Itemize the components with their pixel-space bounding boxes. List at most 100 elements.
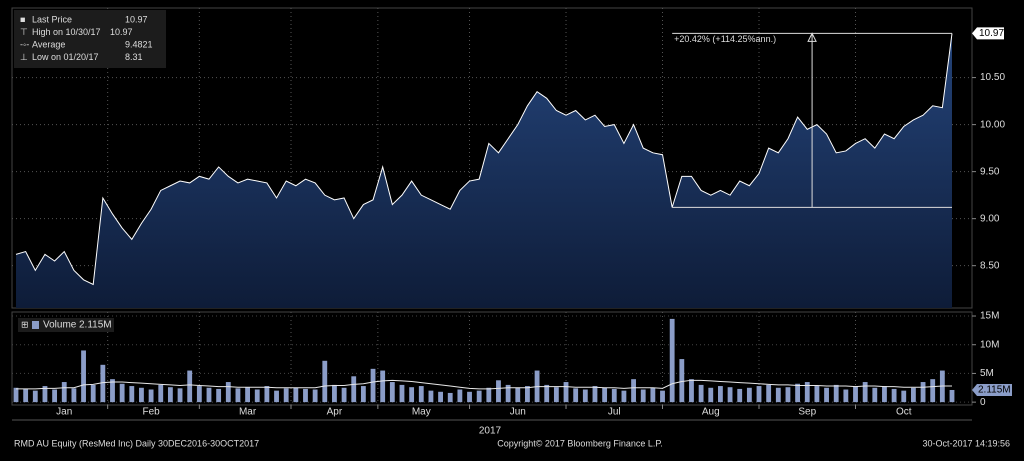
volume-legend-name: Volume xyxy=(43,320,77,331)
legend-icon: ⊞ xyxy=(21,319,29,329)
volume-bar xyxy=(650,387,656,403)
volume-bar xyxy=(746,387,752,403)
year-label: 2017 xyxy=(479,426,502,437)
volume-bar xyxy=(71,388,77,403)
y-tick-label: 9.50 xyxy=(980,166,1000,177)
legend-icon: ⊤ xyxy=(20,27,28,37)
volume-bar xyxy=(882,386,887,403)
volume-bar xyxy=(582,389,588,403)
legend-icon: ⊥ xyxy=(20,52,28,62)
volume-bar xyxy=(225,382,231,403)
volume-bar xyxy=(235,388,241,403)
volume-bar xyxy=(737,388,743,403)
volume-bar xyxy=(245,387,250,403)
legend-name: High on 10/30/17 xyxy=(32,27,101,37)
volume-legend-box xyxy=(18,318,114,332)
volume-bar xyxy=(370,368,376,403)
x-tick-label: Jun xyxy=(510,407,526,418)
volume-bar xyxy=(525,386,530,403)
volume-bar xyxy=(573,388,579,403)
volume-bar xyxy=(196,386,202,403)
volume-bar xyxy=(631,379,636,403)
legend: ■ Last Price 10.97 ⊤ High on 10/30/17 10.97 -◦… xyxy=(20,14,153,62)
volume-bar xyxy=(698,384,704,403)
volume-bar xyxy=(13,387,19,403)
volume-bar xyxy=(90,384,96,403)
volume-bar xyxy=(669,318,675,403)
x-tick-label: Feb xyxy=(142,407,160,418)
y-tick-label: 10.50 xyxy=(980,72,1005,83)
legend-box xyxy=(14,10,166,68)
volume-bar xyxy=(795,383,801,403)
legend-value: 9.4821 xyxy=(125,39,153,49)
volume-bar xyxy=(476,390,482,403)
volume-bar xyxy=(920,382,926,403)
x-tick-label: Jul xyxy=(608,407,621,418)
plot: Jan Feb Mar Apr May Jun Jul Aug Sep Oct 8.50 9.00 9.… xyxy=(12,8,1012,418)
volume-swatch xyxy=(32,321,39,329)
volume-bar xyxy=(61,382,67,403)
volume-bar xyxy=(901,390,907,403)
last-price-box xyxy=(972,27,1004,40)
volume-bar xyxy=(727,387,733,403)
volume-bar xyxy=(32,390,38,403)
volume-bar xyxy=(438,391,443,403)
volume-bar xyxy=(467,391,472,403)
volume-bar xyxy=(611,388,617,403)
y2-tick-label: 0 xyxy=(980,397,986,408)
volume-bar xyxy=(602,387,608,403)
volume-bar xyxy=(766,384,772,403)
volume-bar xyxy=(775,387,781,403)
y2-tick-label: 10M xyxy=(980,339,999,350)
last-price-label: 10.97 xyxy=(979,28,1004,39)
x-tick-label: Apr xyxy=(327,407,343,418)
footer-right: 30-Oct-2017 14:19:56 xyxy=(922,438,1010,448)
volume-bar xyxy=(833,384,839,403)
volume-bar xyxy=(660,390,665,403)
annotation: +20.42% (+114.25%ann.) xyxy=(674,34,776,44)
volume-bar xyxy=(322,360,328,403)
legend-value: 10.97 xyxy=(125,14,148,24)
volume-last-label: 2.115M xyxy=(978,385,1011,396)
legend-name: Last Price xyxy=(32,14,72,24)
x-tick-label: Jan xyxy=(56,407,72,418)
y2-tick-label: 15M xyxy=(980,311,999,322)
volume-bar xyxy=(148,389,154,403)
volume-bar xyxy=(910,387,916,403)
volume-bar xyxy=(563,382,569,403)
volume-bar xyxy=(428,390,434,403)
volume-bar xyxy=(853,386,858,403)
volume-bar xyxy=(100,364,106,403)
volume-bar xyxy=(254,389,260,403)
volume-bar xyxy=(930,379,936,403)
volume-bar xyxy=(515,387,521,403)
volume-bar xyxy=(351,376,357,403)
y-tick-label: 10.00 xyxy=(980,119,1005,130)
price-area xyxy=(16,33,952,309)
volume-average xyxy=(16,379,952,390)
volume-bar xyxy=(679,359,685,403)
volume-bar xyxy=(380,370,386,403)
legend-value: 8.31 xyxy=(125,52,143,62)
volume-bar xyxy=(264,386,270,403)
volume-bar xyxy=(872,387,878,403)
volume-bar xyxy=(303,388,308,403)
volume-last-box xyxy=(972,383,1012,396)
volume-bar xyxy=(718,386,723,403)
y-tick-label: 8.50 xyxy=(980,260,1000,271)
volume-bar xyxy=(949,389,955,403)
volume-bar xyxy=(496,380,501,403)
volume-bar xyxy=(206,387,212,403)
volume-bar xyxy=(332,384,337,403)
volume-bar xyxy=(167,387,173,403)
volume-bar xyxy=(553,387,559,403)
volume-bar xyxy=(158,384,164,403)
volume-bar xyxy=(804,382,810,403)
legend-name: Average xyxy=(32,39,65,49)
volume-bar xyxy=(621,390,627,403)
x-tick-label: Mar xyxy=(239,407,257,418)
y-tick-label: 9.00 xyxy=(980,213,1000,224)
volume-bar xyxy=(891,388,897,403)
volume-bar xyxy=(640,389,646,403)
